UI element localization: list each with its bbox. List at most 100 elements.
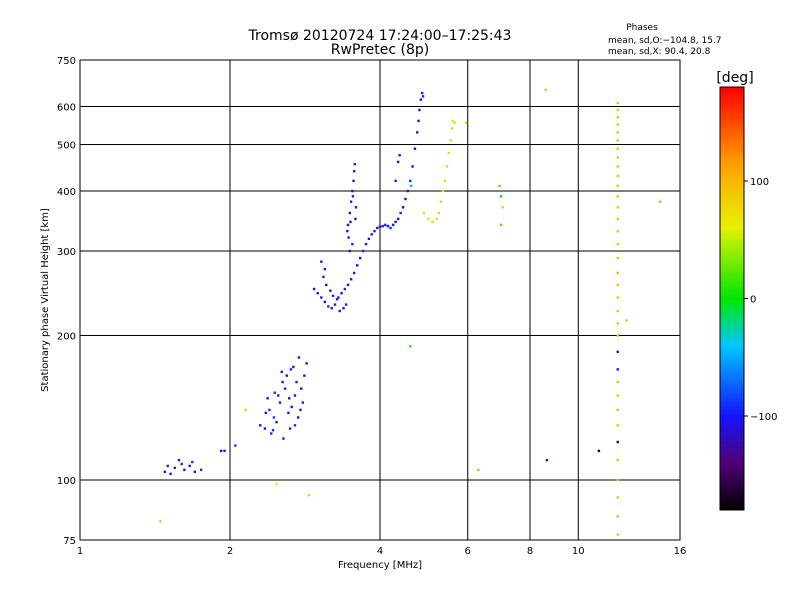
echo-point xyxy=(422,211,426,215)
echo-point xyxy=(616,131,619,134)
echo-point xyxy=(545,458,549,462)
echo-point xyxy=(439,200,443,203)
echo-point xyxy=(323,267,327,271)
echo-point xyxy=(347,236,350,239)
chart-title: Tromsø 20120724 17:24:00–17:25:43 xyxy=(248,28,512,44)
echo-point xyxy=(289,368,293,371)
echo-point xyxy=(616,380,619,384)
x-tick-label: 6 xyxy=(465,546,471,557)
echo-point xyxy=(616,496,619,499)
echo-point xyxy=(316,292,319,295)
stats-x-mode: mean, sd,X: 90.4, 20.8 xyxy=(608,47,711,57)
echo-point xyxy=(163,470,167,474)
echo-point xyxy=(337,296,340,299)
echo-point xyxy=(282,437,285,440)
colorbar-tick-label: 100 xyxy=(750,177,769,188)
echo-point xyxy=(191,460,194,464)
echo-point xyxy=(616,242,619,246)
echo-point xyxy=(338,309,341,313)
chart-subtitle: RwPretec (8p) xyxy=(331,42,429,58)
stats-o-mode: mean, sd,O:−104.8, 15.7 xyxy=(608,36,722,46)
echo-point xyxy=(312,287,316,291)
echo-point xyxy=(616,174,619,178)
echo-point xyxy=(287,411,290,415)
echo-point xyxy=(499,223,503,227)
echo-point xyxy=(376,226,379,230)
echo-point xyxy=(453,121,456,124)
echo-point xyxy=(333,303,337,306)
echo-point xyxy=(616,184,619,188)
colorbar-tick-label: −100 xyxy=(750,412,777,423)
echo-point xyxy=(166,464,169,468)
echo-point xyxy=(616,116,619,119)
echo-point xyxy=(301,401,305,404)
echo-point xyxy=(320,260,323,263)
y-tick-label: 300 xyxy=(57,247,76,258)
echo-point xyxy=(443,179,447,183)
echo-point xyxy=(263,427,267,430)
echo-point xyxy=(544,88,547,92)
echo-point xyxy=(401,206,405,209)
echo-point xyxy=(199,468,203,472)
echo-point xyxy=(272,416,276,419)
echo-point xyxy=(327,305,330,308)
echo-point xyxy=(451,119,455,123)
echo-point xyxy=(320,296,323,299)
echo-point xyxy=(270,432,273,435)
echo-point xyxy=(421,95,425,98)
echo-point xyxy=(342,307,345,310)
echo-point xyxy=(616,322,619,325)
echo-point xyxy=(361,249,365,253)
echo-point xyxy=(597,449,601,453)
echo-point xyxy=(415,131,419,134)
echo-point xyxy=(295,380,298,384)
y-tick-label: 100 xyxy=(57,476,76,487)
echo-point xyxy=(219,449,223,453)
echo-point xyxy=(616,309,619,313)
echo-point xyxy=(353,162,356,166)
echo-point xyxy=(335,298,339,301)
echo-point xyxy=(616,156,619,159)
echo-point xyxy=(275,483,278,486)
echo-point xyxy=(280,370,283,374)
x-axis-label: Frequency [MHz] xyxy=(338,560,422,571)
echo-point xyxy=(420,91,424,95)
echo-point xyxy=(193,470,197,474)
echo-point xyxy=(616,533,619,536)
echo-point xyxy=(616,515,619,518)
echo-point xyxy=(303,374,306,377)
x-tick-label: 1 xyxy=(77,546,83,557)
echo-point xyxy=(396,160,400,164)
echo-point xyxy=(464,121,468,124)
echo-point xyxy=(322,275,325,279)
echo-point xyxy=(329,289,332,292)
echo-point xyxy=(616,478,619,482)
echo-point xyxy=(292,365,295,369)
colorbar-label: [deg] xyxy=(716,70,753,86)
y-axis-label: Stationary phase Virtual Height [km] xyxy=(40,208,51,392)
echo-point xyxy=(293,424,297,427)
echo-point xyxy=(616,229,619,233)
echo-point xyxy=(616,271,619,275)
echo-point xyxy=(351,189,354,193)
echo-point xyxy=(278,401,282,404)
echo-point xyxy=(188,464,191,468)
echo-point xyxy=(183,468,186,472)
echo-point xyxy=(477,468,480,472)
echo-point xyxy=(331,294,335,297)
echo-point xyxy=(330,307,333,310)
echo-point xyxy=(296,416,300,419)
echo-point xyxy=(234,444,237,447)
echo-point xyxy=(364,242,368,246)
echo-point xyxy=(277,394,280,397)
echo-point xyxy=(437,211,441,215)
echo-point xyxy=(616,108,619,112)
echo-point xyxy=(259,424,262,427)
echo-point xyxy=(381,224,384,228)
stats-title: Phases xyxy=(626,23,658,33)
plot-area: 1 2 4 6 8 10 16 75 100 200 300 400 500 600 750 xyxy=(57,56,686,557)
echo-point xyxy=(275,420,278,424)
echo-point xyxy=(346,283,350,287)
echo-point xyxy=(616,368,619,371)
echo-point xyxy=(499,195,503,198)
